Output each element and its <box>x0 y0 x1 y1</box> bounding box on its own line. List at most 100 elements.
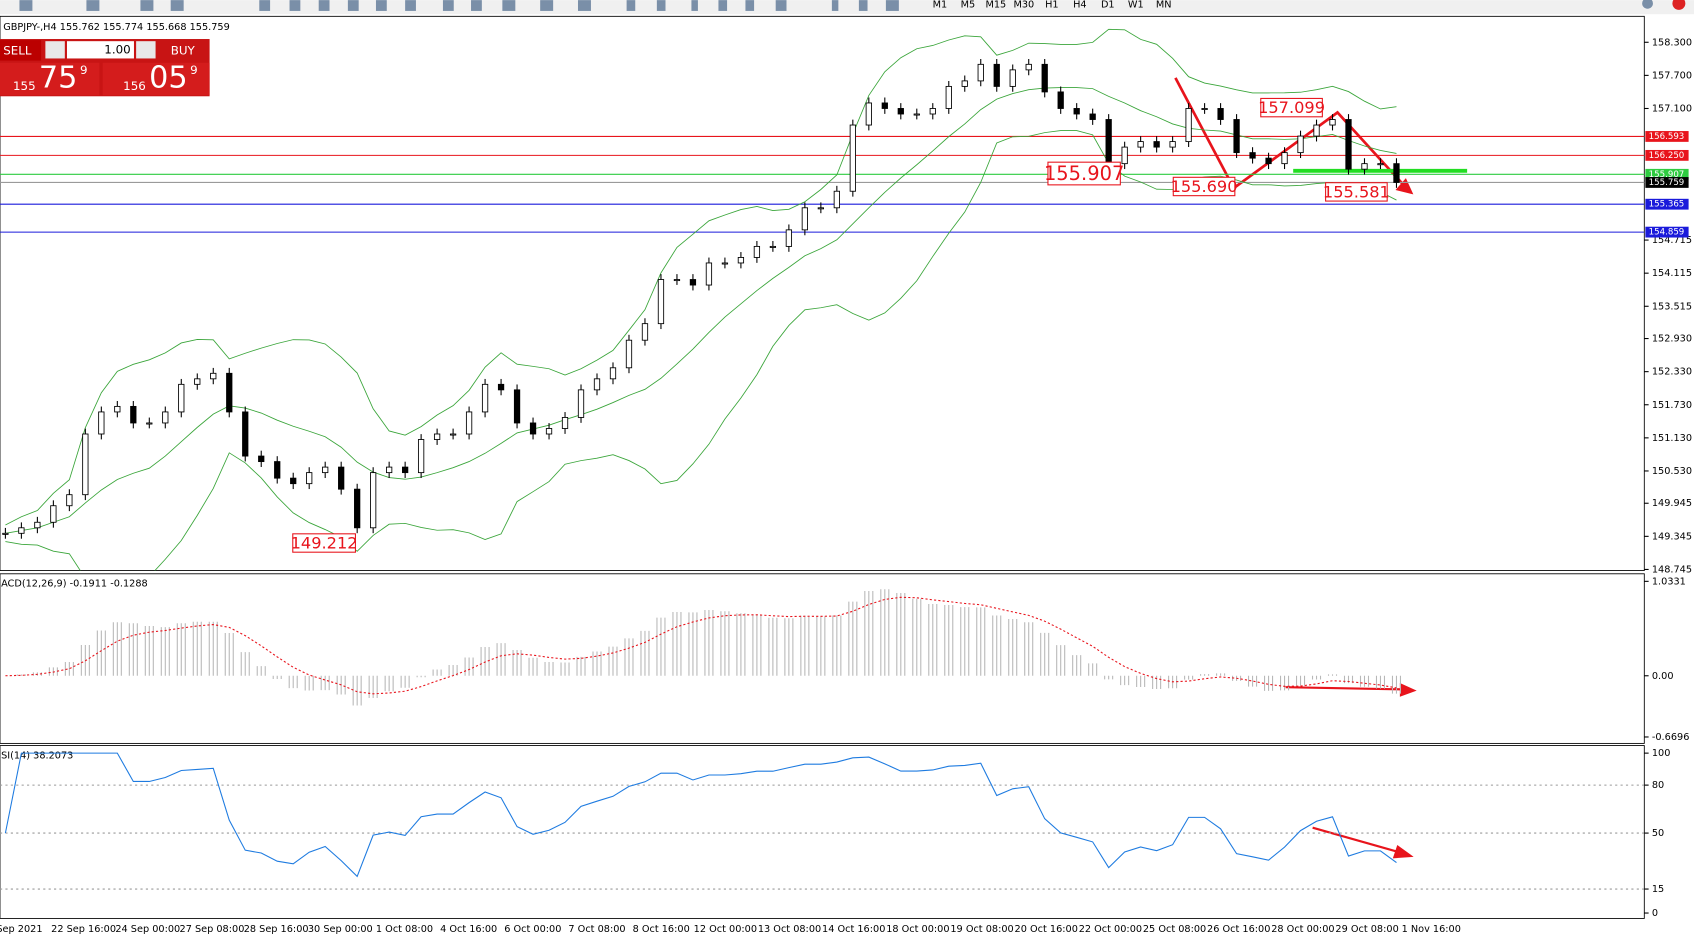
x-tick-label: 24 Sep 00:00 <box>115 924 180 935</box>
candle <box>753 245 761 258</box>
y-tick-label: 1.0331 <box>1652 576 1686 587</box>
buy-button[interactable]: BUY <box>171 43 196 57</box>
y-tick-label: 157.700 <box>1652 70 1692 81</box>
lot-field[interactable] <box>66 41 134 59</box>
lot-down[interactable] <box>45 41 65 59</box>
lot-up[interactable] <box>136 41 156 59</box>
candle <box>146 422 153 425</box>
candle <box>977 63 984 82</box>
candle <box>1105 119 1112 165</box>
y-tick-label: 154.115 <box>1652 268 1692 279</box>
candle <box>849 124 856 192</box>
candle <box>386 466 393 474</box>
candle <box>689 279 697 286</box>
candle <box>785 229 793 247</box>
x-tick-label: 29 Oct 08:00 <box>1335 924 1398 935</box>
main-panel <box>0 15 1645 571</box>
level-label: 155.907 <box>1649 170 1685 180</box>
y-tick-label: 157.100 <box>1652 103 1692 114</box>
bid-box[interactable] <box>0 62 100 96</box>
sell-button[interactable]: SELL <box>3 43 32 57</box>
x-tick-label: 19 Oct 08:00 <box>950 924 1013 935</box>
candle <box>545 428 553 435</box>
y-tick-label: 150.530 <box>1652 466 1692 477</box>
y-tick-label: 151.130 <box>1652 433 1692 444</box>
layer <box>0 28 1645 571</box>
candle <box>945 85 952 109</box>
timeframe[interactable]: M1 <box>933 0 948 10</box>
candle <box>50 505 57 523</box>
x-tick-label: 12 Oct 00:00 <box>694 924 757 935</box>
bid-sup: 9 <box>80 63 88 77</box>
layer <box>0 752 1645 890</box>
lot-value[interactable]: 1.00 <box>104 42 130 56</box>
ask-box[interactable] <box>102 62 210 96</box>
candle <box>449 433 457 436</box>
candle <box>34 521 41 529</box>
candle <box>433 433 441 440</box>
level-tag <box>1645 131 1689 142</box>
rsi-label: SI(14) 38.2073 <box>1 750 73 761</box>
candle <box>657 279 665 325</box>
x-tick-label: 18 Oct 00:00 <box>886 924 949 935</box>
annotation-box <box>292 533 356 553</box>
candle <box>1025 63 1032 71</box>
annotation: 155.581 <box>1323 182 1390 201</box>
timeframe[interactable]: W1 <box>1128 0 1144 10</box>
annotation-box <box>1260 97 1323 118</box>
timeframe[interactable]: M30 <box>1013 0 1034 10</box>
candle <box>1089 113 1096 120</box>
candle <box>1169 141 1176 148</box>
candle <box>274 461 281 479</box>
candle <box>322 466 329 474</box>
candle <box>913 113 920 116</box>
timeframe[interactable]: MN <box>1156 0 1172 10</box>
candle <box>417 439 425 474</box>
y-tick-label: 149.945 <box>1652 498 1692 509</box>
ask-small: 156 <box>123 79 146 93</box>
x-tick-label: 4 Oct 16:00 <box>440 924 497 935</box>
level-label: 155.365 <box>1649 200 1685 210</box>
candle <box>465 411 473 435</box>
y-tick-label: 0.00 <box>1652 671 1674 682</box>
candle <box>529 422 537 435</box>
level-label: 156.593 <box>1649 132 1685 142</box>
candle <box>162 411 169 424</box>
annotation: 155.907 <box>1044 162 1124 185</box>
rsi-panel <box>0 745 1645 919</box>
candle <box>1201 108 1208 110</box>
candle <box>737 257 745 264</box>
candle <box>2 532 9 535</box>
candle <box>306 472 313 485</box>
annotation-box <box>1325 182 1388 202</box>
candle <box>82 433 89 496</box>
timeframe[interactable]: M15 <box>985 0 1006 10</box>
candle <box>833 190 840 209</box>
y-tick-label: 154.715 <box>1652 235 1692 246</box>
timeframe[interactable]: D1 <box>1101 0 1115 10</box>
y-tick-label: 149.345 <box>1652 531 1692 542</box>
candle <box>354 488 361 529</box>
candle <box>1057 91 1064 109</box>
candle <box>609 367 617 380</box>
x-tick-label: 20 Oct 16:00 <box>1015 924 1078 935</box>
candle <box>1217 108 1224 120</box>
timeframe[interactable]: M5 <box>961 0 976 10</box>
candle <box>897 108 904 115</box>
candle <box>961 80 968 87</box>
toolbar <box>0 0 1694 15</box>
ask-sup: 9 <box>190 63 198 77</box>
trade-panel: SELL 1.00 BUY 155 75 9 156 05 9 <box>0 39 210 97</box>
y-tick-label: 153.515 <box>1652 301 1692 312</box>
timeframe[interactable]: H4 <box>1073 0 1086 10</box>
timeframe[interactable]: H1 <box>1045 0 1059 10</box>
candle <box>178 383 185 413</box>
y-tick-label: 15 <box>1652 884 1664 895</box>
x-tick-label: 28 Oct 00:00 <box>1271 924 1334 935</box>
candle <box>1281 152 1288 165</box>
candle <box>242 411 249 457</box>
x-tick-label: 1 Nov 16:00 <box>1402 924 1461 935</box>
y-tick-label: 100 <box>1652 748 1671 759</box>
y-tick-label: 152.930 <box>1652 334 1692 345</box>
